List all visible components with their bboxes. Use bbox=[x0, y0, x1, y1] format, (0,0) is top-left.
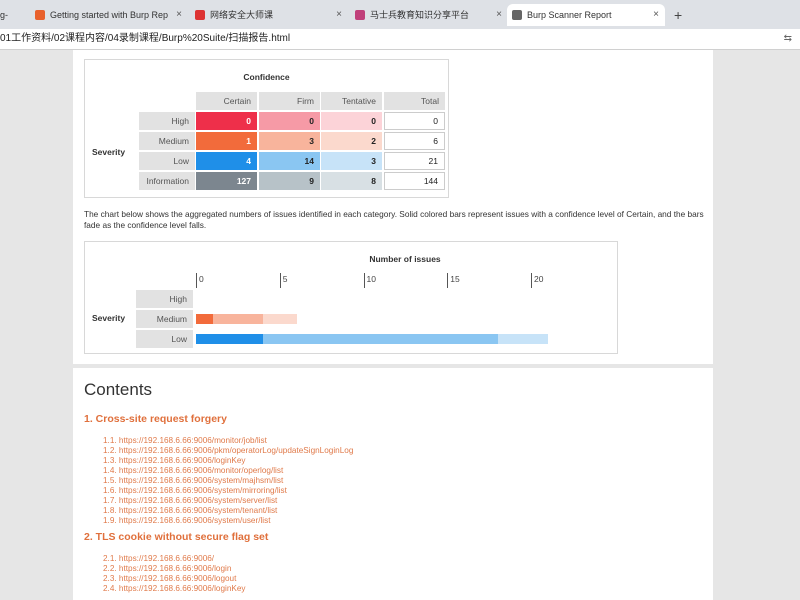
tab-title: 网络安全大师课 bbox=[210, 10, 274, 20]
tab-icon bbox=[355, 10, 365, 20]
tick-mark bbox=[279, 273, 281, 288]
table-value: 3 bbox=[321, 152, 382, 170]
chart-title: Number of issues bbox=[369, 254, 441, 264]
new-tab[interactable]: + bbox=[674, 7, 683, 23]
issues-chart: Number of issues Severity 0 5 10 15 20 High Medi… bbox=[84, 241, 618, 354]
table-value: 9 bbox=[259, 172, 320, 190]
tab[interactable]: Burp Scanner Report × bbox=[507, 4, 665, 26]
table-value: 3 bbox=[259, 132, 320, 150]
tick-mark bbox=[447, 273, 449, 288]
tab-close[interactable]: × bbox=[496, 9, 502, 20]
summary-table: Confidence Severity Certain Firm Tentative To… bbox=[84, 59, 449, 198]
table-value: 2 bbox=[321, 132, 382, 150]
tick-label: 0 bbox=[199, 274, 204, 284]
bar bbox=[212, 314, 263, 324]
bar bbox=[263, 314, 297, 324]
address-text: 01工作资料/02课程内容/04录制课程/Burp%20Suite/扫描报告.h… bbox=[0, 33, 291, 44]
tick-label: 10 bbox=[366, 274, 376, 284]
tab-close[interactable]: × bbox=[176, 9, 182, 20]
table-title: Confidence bbox=[243, 72, 290, 82]
tick-mark bbox=[196, 273, 197, 288]
tick-mark bbox=[363, 273, 365, 288]
column-header: Certain bbox=[196, 92, 257, 110]
tab-close[interactable]: × bbox=[653, 9, 659, 20]
row-label: High bbox=[136, 290, 193, 308]
row-label: Information bbox=[139, 172, 195, 190]
table-value: 1 bbox=[196, 132, 257, 150]
tab[interactable]: 网络安全大师课 × bbox=[190, 4, 348, 26]
row-header: Severity bbox=[92, 313, 126, 323]
tick-label: 15 bbox=[450, 274, 460, 284]
table-value: 0 bbox=[384, 112, 445, 130]
tick-label: 20 bbox=[534, 274, 544, 284]
table-value: 0 bbox=[196, 112, 257, 130]
address-bar[interactable]: 01工作资料/02课程内容/04录制课程/Burp%20Suite/扫描报告.h… bbox=[0, 29, 800, 50]
row-label: Low bbox=[136, 330, 193, 348]
row-label: Medium bbox=[139, 132, 195, 150]
row-label: High bbox=[139, 112, 195, 130]
bar bbox=[497, 334, 548, 344]
table-value: 14 bbox=[259, 152, 320, 170]
tab-title: Getting started with Burp Rep bbox=[50, 10, 169, 20]
tab-title: g- bbox=[0, 10, 9, 20]
tab-title: 马士兵教育知识分享平台 bbox=[370, 10, 470, 20]
tab-close[interactable]: × bbox=[336, 9, 342, 20]
column-header: Total bbox=[384, 92, 445, 110]
row-label: Low bbox=[139, 152, 195, 170]
bar bbox=[196, 334, 263, 344]
table-value: 6 bbox=[384, 132, 445, 150]
tick-label: 5 bbox=[282, 274, 288, 284]
tab-bar: g- Getting started with Burp Rep × 网络安全大师课 ×… bbox=[0, 0, 800, 29]
tab-title: Burp Scanner Report bbox=[527, 10, 612, 20]
report-contents bbox=[73, 368, 713, 600]
table-value: 0 bbox=[321, 112, 382, 130]
table-value: 4 bbox=[196, 152, 257, 170]
table-value: 8 bbox=[321, 172, 382, 190]
table-value: 0 bbox=[259, 112, 320, 130]
table-value: 21 bbox=[384, 152, 445, 170]
column-header: Firm bbox=[259, 92, 320, 110]
tab[interactable]: 马士兵教育知识分享平台 × bbox=[350, 4, 508, 26]
tab-icon bbox=[195, 10, 205, 20]
column-header: Tentative bbox=[321, 92, 382, 110]
row-label: Medium bbox=[136, 310, 193, 328]
table-value: 127 bbox=[196, 172, 257, 190]
bar bbox=[263, 334, 498, 344]
bar bbox=[196, 314, 213, 324]
tab[interactable]: g- bbox=[0, 4, 26, 26]
row-header: Severity bbox=[92, 147, 126, 157]
tab-icon bbox=[512, 10, 522, 20]
table-value: 144 bbox=[384, 172, 445, 190]
translate-icon[interactable]: ⇆ bbox=[783, 33, 792, 44]
tab-icon bbox=[35, 10, 45, 20]
tab[interactable]: Getting started with Burp Rep × bbox=[30, 4, 188, 26]
tick-mark bbox=[531, 273, 532, 288]
description: The chart below shows the aggregated num… bbox=[84, 209, 704, 230]
